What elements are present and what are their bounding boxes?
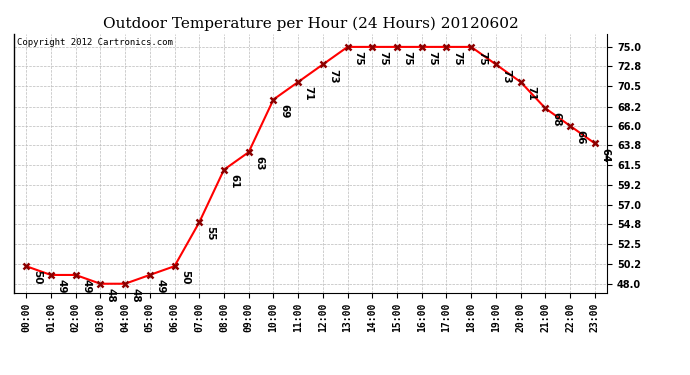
Text: 49: 49	[57, 279, 66, 294]
Text: 75: 75	[452, 51, 462, 66]
Text: 75: 75	[402, 51, 413, 66]
Text: 48: 48	[130, 288, 141, 303]
Text: 75: 75	[353, 51, 363, 66]
Text: 71: 71	[304, 86, 314, 101]
Text: 75: 75	[378, 51, 388, 66]
Text: 75: 75	[427, 51, 437, 66]
Text: 69: 69	[279, 104, 289, 118]
Text: 49: 49	[155, 279, 166, 294]
Text: 71: 71	[526, 86, 536, 101]
Text: 49: 49	[81, 279, 91, 294]
Text: 63: 63	[254, 156, 264, 171]
Text: 50: 50	[32, 270, 41, 285]
Text: 75: 75	[477, 51, 486, 66]
Text: 73: 73	[328, 69, 338, 83]
Text: 66: 66	[575, 130, 586, 144]
Text: 50: 50	[180, 270, 190, 285]
Text: 68: 68	[551, 112, 561, 127]
Text: Copyright 2012 Cartronics.com: Copyright 2012 Cartronics.com	[17, 38, 172, 46]
Title: Outdoor Temperature per Hour (24 Hours) 20120602: Outdoor Temperature per Hour (24 Hours) …	[103, 17, 518, 31]
Text: 48: 48	[106, 288, 116, 303]
Text: 61: 61	[230, 174, 239, 188]
Text: 55: 55	[205, 226, 215, 241]
Text: 73: 73	[502, 69, 511, 83]
Text: 64: 64	[600, 147, 611, 162]
